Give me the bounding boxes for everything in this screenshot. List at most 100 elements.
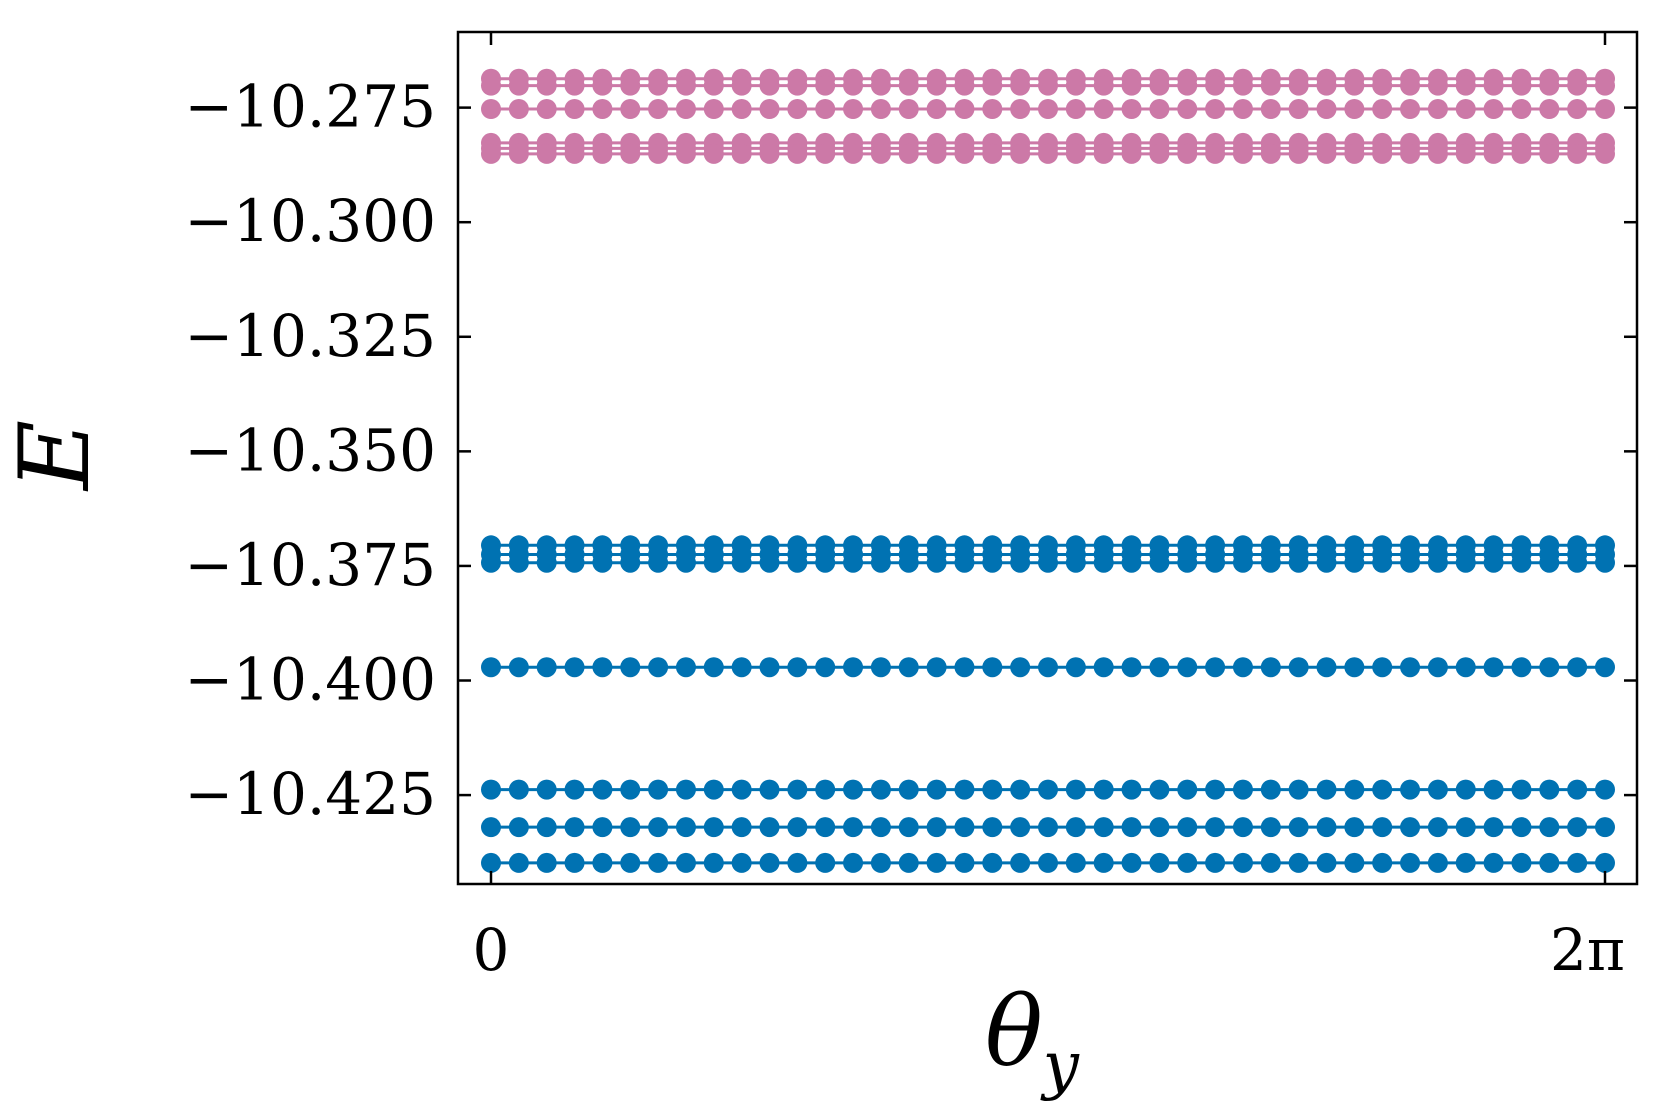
data-point	[1567, 657, 1588, 678]
data-point	[759, 852, 780, 873]
data-point	[1260, 852, 1281, 873]
data-point	[703, 657, 724, 678]
data-point	[620, 657, 641, 678]
level-line	[481, 552, 1615, 573]
data-point	[1316, 779, 1337, 800]
data-point	[898, 552, 919, 573]
data-point	[1260, 779, 1281, 800]
data-point	[898, 852, 919, 873]
data-point	[1121, 779, 1142, 800]
data-point	[564, 75, 585, 96]
data-point	[1511, 817, 1532, 838]
data-point	[787, 75, 808, 96]
data-point	[1567, 552, 1588, 573]
data-point	[843, 143, 864, 164]
data-point	[954, 779, 975, 800]
data-point	[1567, 75, 1588, 96]
data-point	[536, 852, 557, 873]
data-point	[759, 657, 780, 678]
data-point	[703, 143, 724, 164]
data-point	[1400, 657, 1421, 678]
data-point	[1232, 143, 1253, 164]
data-point	[870, 779, 891, 800]
data-point	[1038, 98, 1058, 119]
data-point	[1511, 98, 1532, 119]
data-point	[898, 779, 919, 800]
data-point	[1121, 75, 1142, 96]
data-point	[1149, 75, 1170, 96]
data-point	[648, 98, 669, 119]
data-point	[815, 143, 836, 164]
data-point	[1010, 143, 1031, 164]
data-point	[1121, 852, 1142, 873]
data-point	[1372, 143, 1393, 164]
data-point	[592, 779, 613, 800]
data-point	[870, 657, 891, 678]
data-point	[508, 779, 529, 800]
data-point	[536, 779, 557, 800]
y-tick-label: −10.400	[184, 646, 436, 714]
data-point	[703, 852, 724, 873]
data-point	[564, 98, 585, 119]
data-point	[1427, 657, 1448, 678]
x-tick-label: 2π	[1550, 916, 1625, 984]
data-point	[1038, 817, 1058, 838]
data-point	[731, 75, 752, 96]
data-point	[843, 552, 864, 573]
y-tick-label: −10.350	[184, 416, 436, 484]
data-point	[870, 552, 891, 573]
data-point	[982, 98, 1003, 119]
data-point	[898, 75, 919, 96]
data-point	[1372, 98, 1393, 119]
y-tick-label: −10.275	[184, 73, 436, 141]
data-point	[1093, 817, 1114, 838]
data-point	[620, 98, 641, 119]
data-point	[508, 552, 529, 573]
data-point	[648, 143, 669, 164]
data-point	[787, 552, 808, 573]
data-point	[759, 143, 780, 164]
data-point	[1567, 817, 1588, 838]
data-point	[1288, 852, 1309, 873]
data-point	[1483, 75, 1504, 96]
data-point	[648, 75, 669, 96]
data-point	[1010, 817, 1031, 838]
data-point	[1595, 779, 1615, 800]
data-point	[982, 779, 1003, 800]
data-point	[1093, 779, 1114, 800]
series-layer	[481, 68, 1615, 873]
data-point	[481, 779, 501, 800]
data-point	[898, 98, 919, 119]
data-point	[982, 75, 1003, 96]
data-point	[1400, 852, 1421, 873]
data-point	[1539, 657, 1560, 678]
data-point	[843, 852, 864, 873]
data-point	[1483, 852, 1504, 873]
data-point	[1121, 552, 1142, 573]
data-point	[1065, 817, 1086, 838]
data-point	[1539, 75, 1560, 96]
data-point	[1149, 852, 1170, 873]
data-point	[870, 852, 891, 873]
data-point	[787, 852, 808, 873]
data-point	[1400, 98, 1421, 119]
data-point	[508, 852, 529, 873]
data-point	[536, 75, 557, 96]
data-point	[1205, 98, 1226, 119]
data-point	[843, 98, 864, 119]
series-0	[481, 68, 1615, 164]
data-point	[815, 852, 836, 873]
data-point	[620, 779, 641, 800]
data-point	[1288, 143, 1309, 164]
data-point	[1344, 817, 1365, 838]
data-point	[1539, 98, 1560, 119]
data-point	[1316, 852, 1337, 873]
data-point	[1260, 817, 1281, 838]
data-point	[1567, 779, 1588, 800]
data-point	[1511, 852, 1532, 873]
data-point	[703, 817, 724, 838]
data-point	[1010, 852, 1031, 873]
data-point	[1177, 143, 1198, 164]
level-line	[481, 75, 1615, 96]
level-line	[481, 143, 1615, 164]
